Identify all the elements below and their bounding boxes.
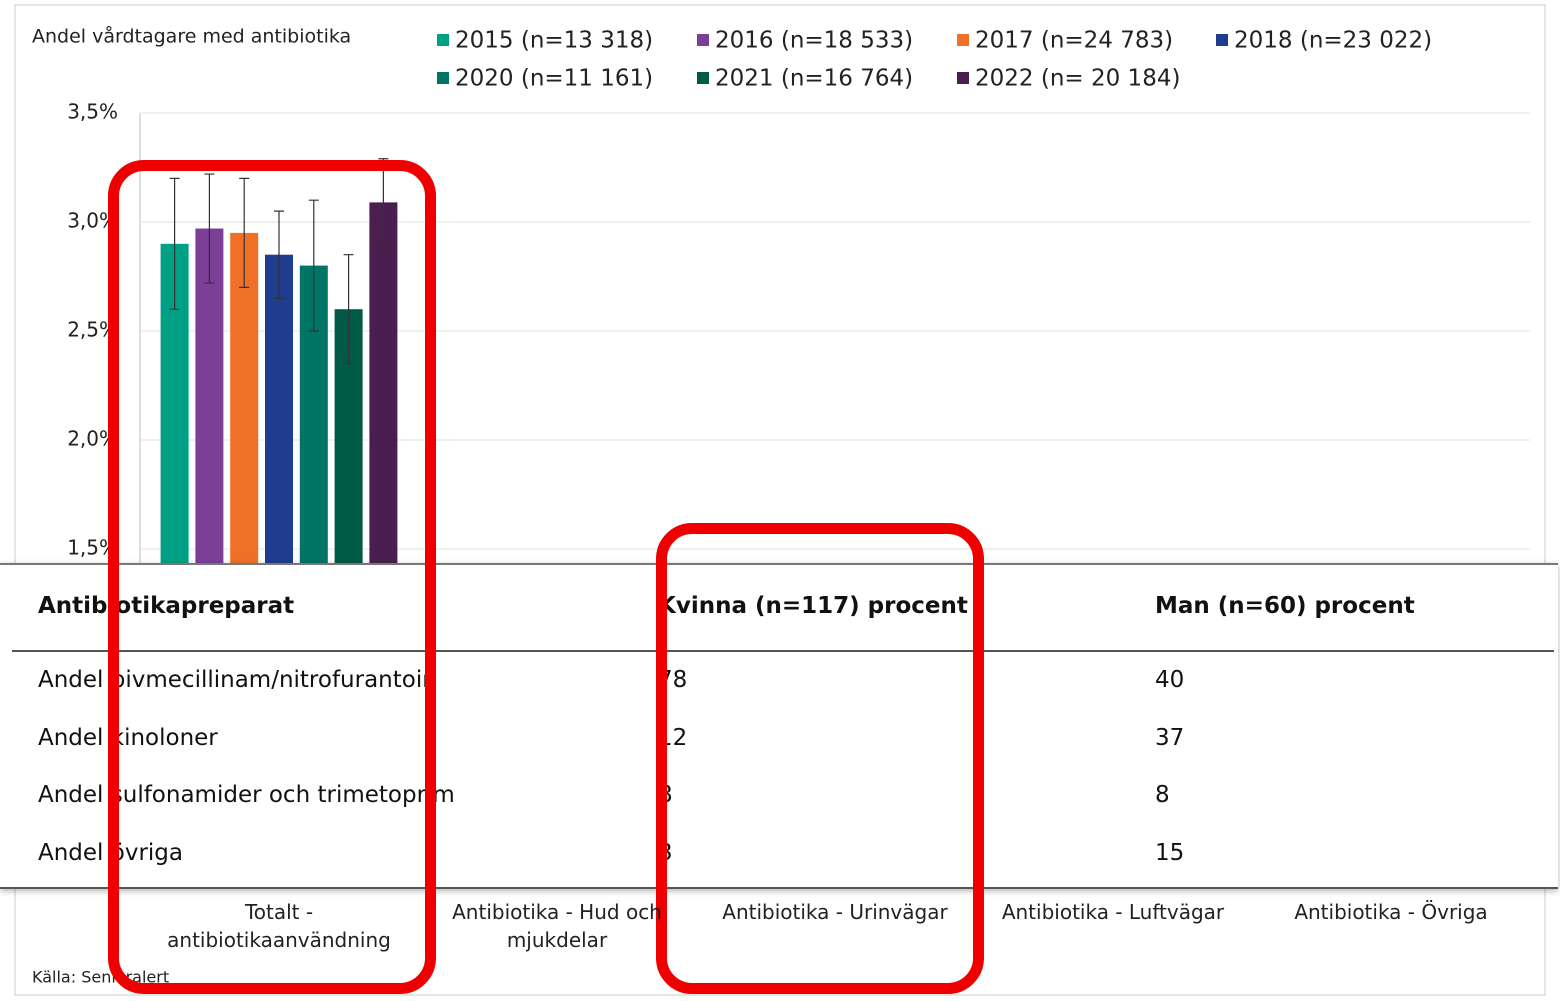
- error-bar: [378, 158, 389, 247]
- legend-label: 2022 (n= 20 184): [975, 66, 1180, 92]
- error-bar: [274, 210, 284, 299]
- legend-swatch: [957, 34, 969, 46]
- legend-swatch: [437, 72, 449, 84]
- table-cell: 8: [1155, 782, 1170, 808]
- legend-swatch: [437, 34, 449, 46]
- y-tick-label: 3,5%: [67, 100, 118, 124]
- legend-swatch: [697, 72, 709, 84]
- x-tick-label: Antibiotika - Urinvägar: [722, 900, 948, 924]
- highlight: [656, 523, 984, 994]
- table-cell: Andel kinoloner: [38, 724, 218, 751]
- legend-swatch: [697, 34, 709, 46]
- table-cell: 15: [1155, 839, 1185, 866]
- table-header: Man (n=60) procent: [1155, 593, 1415, 619]
- error-bar: [169, 177, 180, 310]
- legend-label: 2018 (n=23 022): [1234, 28, 1432, 54]
- table-cell: Andel pivmecillinam/nitrofurantoin: [38, 667, 437, 693]
- table-cell: 37: [1155, 724, 1185, 751]
- table-cell: 40: [1155, 667, 1185, 693]
- x-tick-label: Antibiotika - Hud och mjukdelar: [452, 900, 662, 952]
- table-header: Kvinna (n=117) procent: [658, 593, 968, 619]
- legend-label: 2016 (n=18 533): [715, 28, 913, 54]
- error-bar: [343, 254, 354, 365]
- axis-title: Andel vårdtagare med antibiotika: [32, 25, 351, 48]
- legend-label: 2020 (n=11 161): [455, 66, 653, 92]
- x-tick-label: Antibiotika - Övriga: [1294, 900, 1488, 924]
- legend-label: 2015 (n=13 318): [455, 28, 653, 54]
- error-bar: [308, 199, 319, 332]
- legend-swatch: [1216, 34, 1228, 46]
- x-tick-label: Antibiotika - Luftvägar: [1001, 900, 1225, 924]
- rule: [12, 650, 1554, 652]
- table-header: Antibiotikapreparat: [38, 593, 295, 619]
- legend-label: 2021 (n=16 764): [715, 66, 913, 92]
- legend-label: 2017 (n=24 783): [975, 28, 1173, 54]
- table-cell: Andel sulfonamider och trimetoprim: [38, 782, 455, 808]
- error-bar: [239, 177, 250, 288]
- x-tick-label: Totalt - antibiotikaanvändning: [167, 900, 391, 952]
- highlight: [108, 160, 436, 994]
- error-bar: [204, 173, 215, 284]
- legend-swatch: [957, 72, 969, 84]
